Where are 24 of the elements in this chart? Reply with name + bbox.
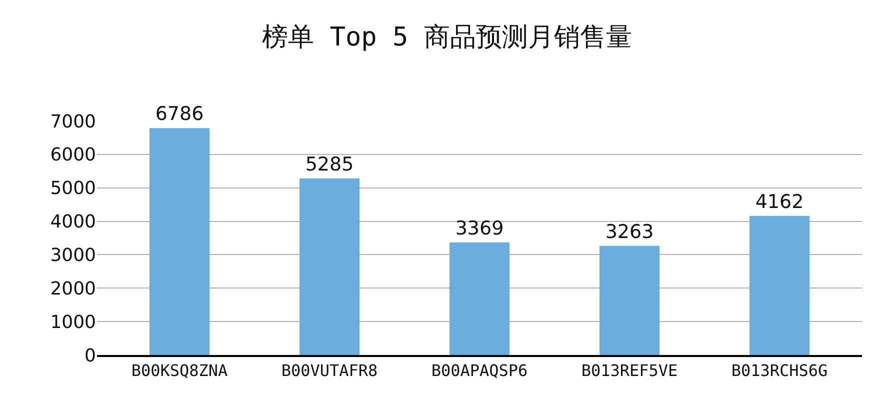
x-tick-label: B013REF5VE — [581, 360, 678, 380]
y-tick-label: 2000 — [50, 278, 96, 300]
y-tick-label: 6000 — [50, 144, 96, 166]
data-label: 4162 — [755, 190, 804, 213]
y-tick-label: 5000 — [50, 178, 96, 200]
data-label: 3369 — [455, 217, 504, 240]
y-tick-label: 1000 — [50, 312, 96, 333]
chart-title: 榜单 Top 5 商品预测月销售量 — [262, 22, 632, 53]
x-tick-label: B00KSQ8ZNA — [131, 360, 228, 380]
bar — [300, 178, 360, 355]
bar — [600, 246, 660, 355]
data-label: 3263 — [605, 220, 654, 243]
y-tick-label: 4000 — [50, 212, 96, 233]
y-tick-label: 0 — [84, 345, 96, 366]
data-label: 5285 — [305, 153, 354, 176]
bar — [150, 128, 210, 355]
data-label: 6786 — [155, 103, 204, 126]
x-tick-label: B00APAQSP6 — [431, 360, 528, 380]
bar — [450, 242, 510, 355]
y-tick-label: 7000 — [50, 111, 96, 132]
y-tick-label: 3000 — [50, 245, 96, 266]
bar — [750, 216, 810, 355]
x-tick-label: B00VUTAFR8 — [281, 360, 378, 380]
x-tick-label: B013RCHS6G — [731, 360, 828, 380]
